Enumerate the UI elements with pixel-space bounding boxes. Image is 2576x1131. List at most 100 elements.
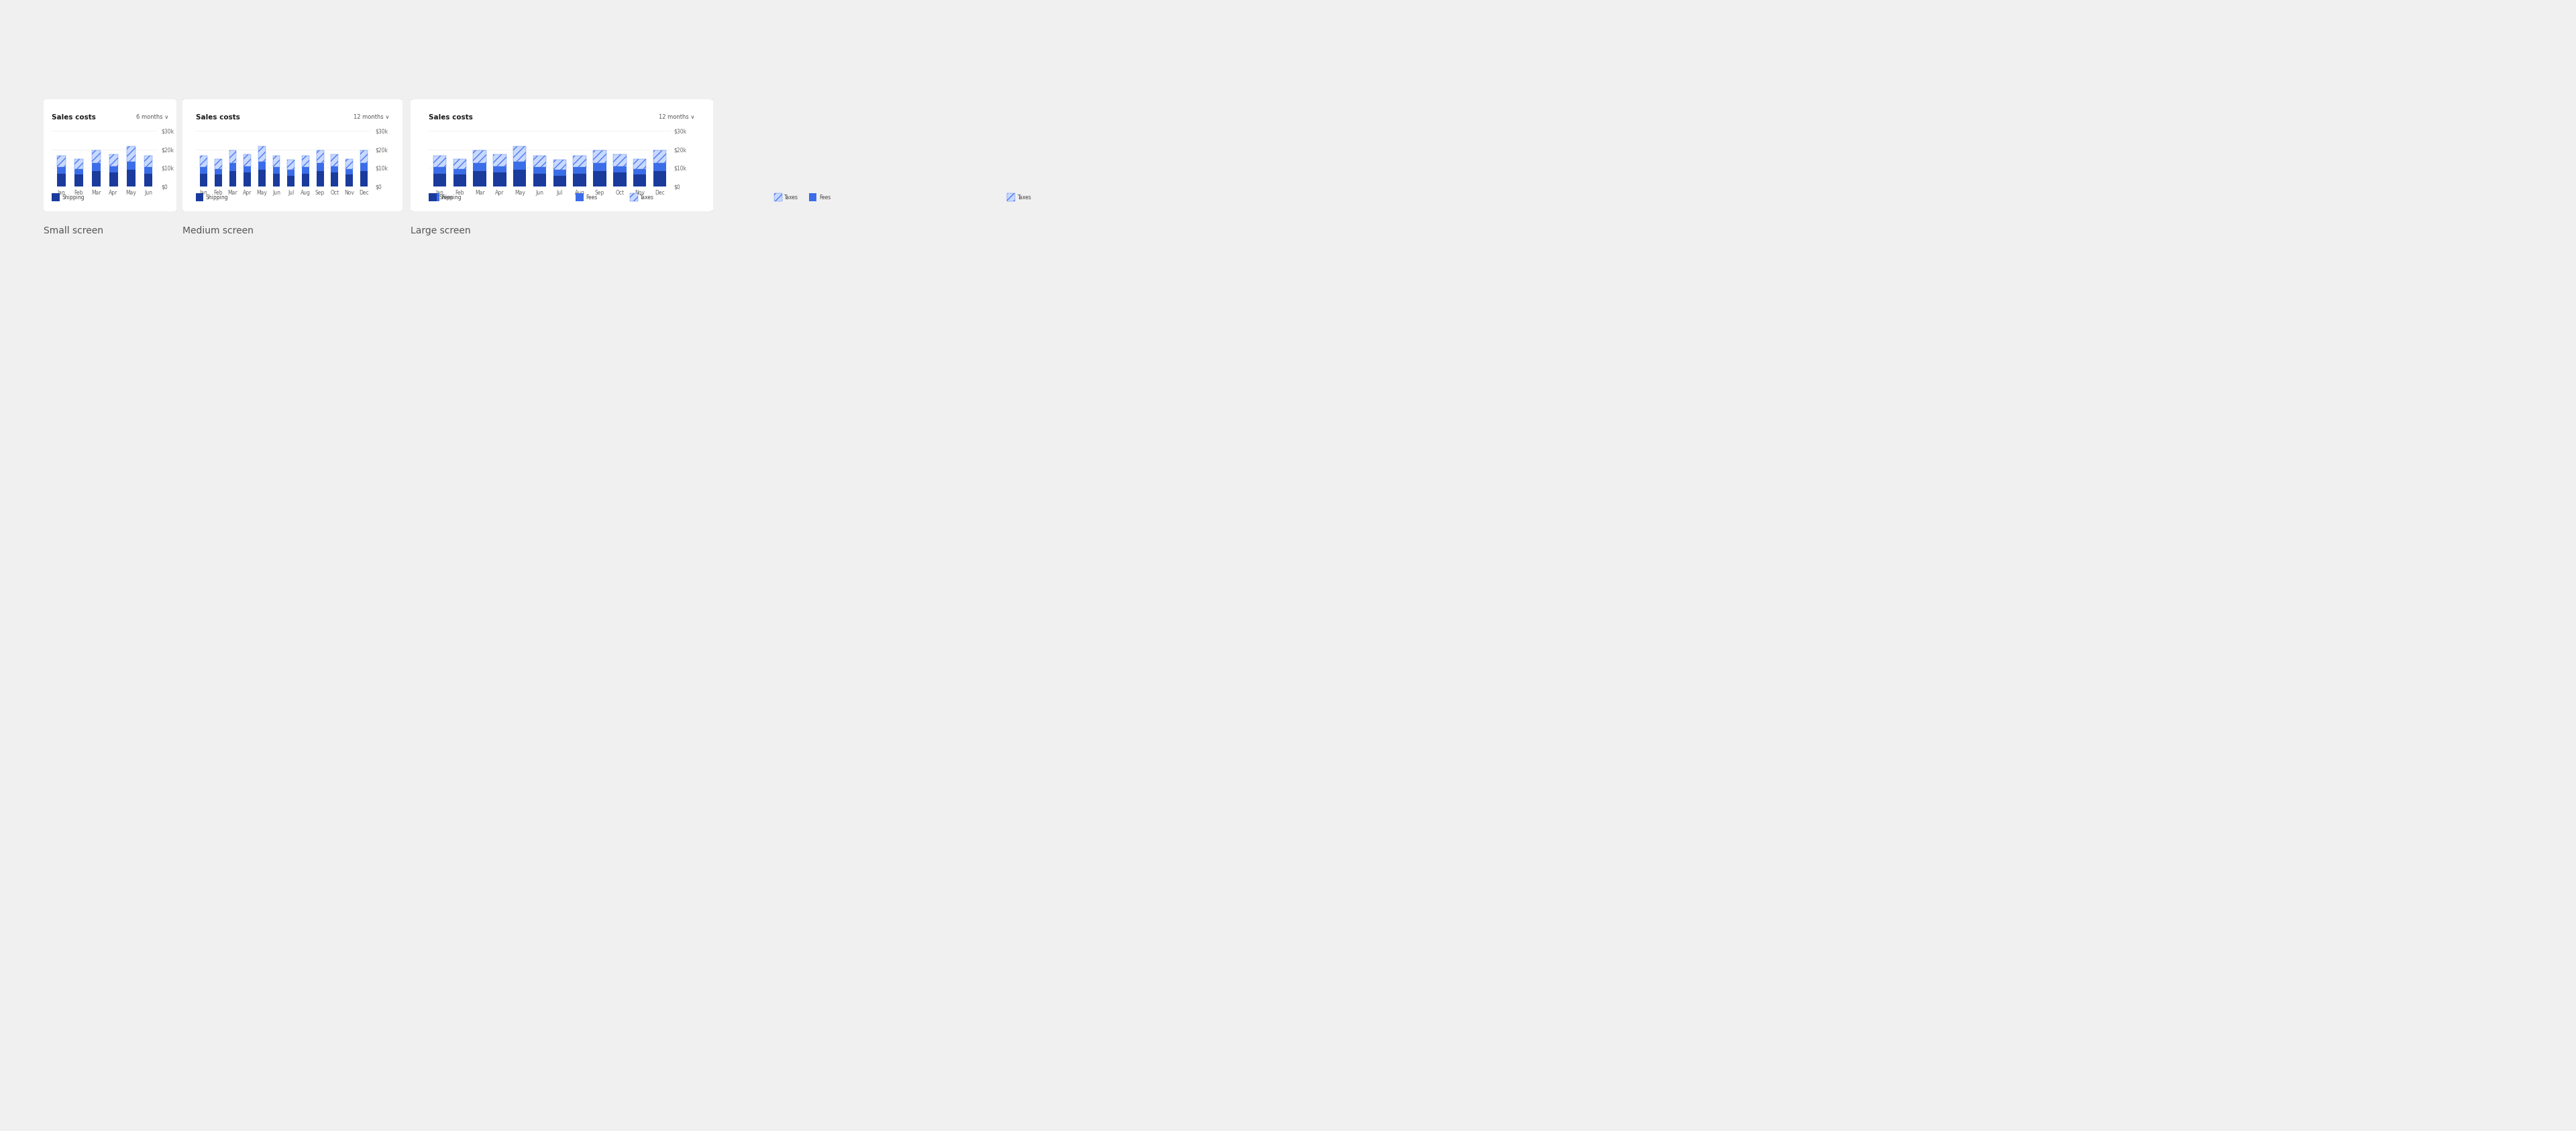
Text: Shipping: Shipping [438,195,461,200]
Bar [229,150,237,163]
Bar [634,174,647,187]
Bar [93,150,100,163]
Bar [273,167,281,173]
Text: 12 months ∨: 12 months ∨ [353,114,389,120]
Bar [361,150,368,163]
Text: Sales costs: Sales costs [428,114,474,121]
Bar [533,173,546,187]
Bar [317,150,325,163]
Bar [317,171,325,187]
Text: Small screen: Small screen [44,226,103,235]
Bar [57,167,64,173]
Text: Sales costs: Sales costs [196,114,240,121]
Bar [258,170,265,187]
Bar [57,173,64,187]
FancyBboxPatch shape [410,98,714,211]
Bar [330,154,337,166]
Bar [574,167,587,173]
Bar [433,173,446,187]
Bar [214,169,222,174]
Bar [433,156,446,167]
Bar [273,156,281,167]
Text: 12 months ∨: 12 months ∨ [659,114,696,120]
Bar [201,156,206,167]
Bar [258,147,265,162]
Bar [592,163,605,171]
Bar [214,174,222,187]
Bar [345,158,353,169]
Text: Taxes: Taxes [783,195,799,200]
Bar [513,170,526,187]
Bar [273,173,281,187]
Text: Shipping: Shipping [206,195,229,200]
Bar [75,158,82,169]
Bar [474,150,487,163]
Bar [533,156,546,167]
Bar [453,158,466,169]
Text: Taxes: Taxes [641,195,654,200]
Bar [214,158,222,169]
Bar [126,162,134,170]
Bar [554,175,567,187]
FancyBboxPatch shape [180,98,404,211]
Bar [474,171,487,187]
Bar [258,162,265,170]
Bar [533,167,546,173]
Bar [592,150,605,163]
Bar [492,166,507,173]
Bar [574,156,587,167]
Bar [245,173,250,187]
Text: Taxes: Taxes [1018,195,1030,200]
Bar [492,154,507,166]
Bar [201,167,206,173]
Bar [554,159,567,170]
Bar [144,173,152,187]
Bar [330,166,337,173]
Bar [345,169,353,174]
Bar [201,173,206,187]
Bar [592,171,605,187]
Bar [361,171,368,187]
Text: Medium screen: Medium screen [183,226,252,235]
Bar [126,147,134,162]
Bar [492,173,507,187]
Bar [634,169,647,174]
Bar [453,174,466,187]
Bar [634,158,647,169]
Text: Fees: Fees [443,195,453,200]
Bar [574,173,587,187]
Bar [301,156,309,167]
Bar [108,154,118,166]
Bar [289,175,294,187]
Bar [654,163,667,171]
Bar [613,154,626,166]
Bar [144,167,152,173]
Bar [554,170,567,175]
Bar [433,167,446,173]
Bar [75,174,82,187]
Bar [301,167,309,173]
Bar [57,156,64,167]
FancyBboxPatch shape [44,98,178,211]
Bar [513,147,526,162]
Text: Large screen: Large screen [410,226,471,235]
Bar [301,173,309,187]
Bar [229,171,237,187]
Bar [93,163,100,171]
Text: Shipping: Shipping [62,195,85,200]
Bar [289,159,294,170]
Bar [513,162,526,170]
Text: Sales costs: Sales costs [52,114,95,121]
Text: Fees: Fees [585,195,598,200]
Bar [93,171,100,187]
Bar [289,170,294,175]
Bar [361,163,368,171]
Bar [108,166,118,173]
Bar [613,173,626,187]
Bar [229,163,237,171]
Bar [330,173,337,187]
Bar [317,163,325,171]
Text: 6 months ∨: 6 months ∨ [137,114,167,120]
Bar [654,150,667,163]
Bar [108,173,118,187]
